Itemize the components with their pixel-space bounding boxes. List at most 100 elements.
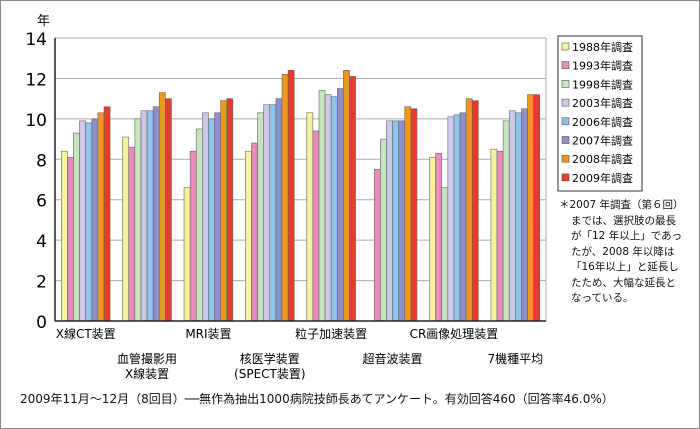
bar [91, 118, 99, 322]
legend-label: 2007年調査 [572, 134, 633, 148]
y-tick-label: 8 [36, 151, 47, 171]
y-tick-label: 12 [25, 70, 47, 90]
y-tick-label: 2 [36, 273, 47, 293]
bar [471, 100, 479, 322]
legend-label: 1988年調査 [572, 40, 633, 54]
bar [275, 98, 283, 322]
legend-swatch [561, 42, 570, 51]
bar [245, 150, 252, 322]
bar [508, 110, 516, 322]
category-label: 7機種平均 [487, 351, 543, 366]
bar [73, 132, 80, 322]
note-line: が「12 年以上」であっ [571, 230, 683, 242]
category-label: 血管撮影用 [117, 351, 177, 366]
y-tick-label: 6 [36, 192, 47, 212]
bar [490, 148, 498, 322]
legend-label: 1998年調査 [572, 77, 633, 91]
y-axis-unit: 年 [37, 14, 50, 29]
bar [183, 187, 191, 322]
bar [257, 112, 265, 322]
category-label: CR画像処理装置 [410, 327, 499, 341]
survey-caption: 2009年11月～12月（8回目）──無作為抽出1000病院技師長あてアンケート… [20, 392, 614, 406]
legend-label: 2003年調査 [572, 96, 633, 110]
bar [533, 94, 541, 322]
bar [441, 187, 449, 322]
bar [189, 150, 197, 322]
bar [263, 104, 271, 322]
category-label: MRI装置 [185, 327, 231, 341]
category-label: X線CT装置 [56, 326, 116, 341]
y-tick-label: 0 [36, 313, 47, 333]
bar [312, 130, 320, 322]
bar [220, 100, 228, 322]
legend-label: 2008年調査 [572, 152, 633, 166]
bar [453, 114, 461, 322]
category-label: X線装置 [125, 366, 169, 381]
legend-swatch [561, 154, 570, 163]
bar [306, 112, 314, 322]
note-line: ＊2007 年調査（第６回） [559, 199, 684, 211]
bar [140, 110, 148, 322]
legend-swatch [561, 80, 570, 88]
bar [281, 74, 289, 322]
bar [134, 118, 142, 322]
bar [515, 112, 522, 322]
note-line: たが、2008 年以降は [571, 245, 675, 258]
bar [386, 120, 393, 322]
bar [122, 136, 130, 322]
legend-label: 2006年調査 [572, 115, 633, 129]
bar [392, 120, 399, 322]
legend-swatch [561, 61, 570, 70]
y-tick-label: 14 [25, 30, 47, 50]
bar [158, 92, 166, 322]
bar [465, 98, 473, 322]
bar [251, 142, 258, 322]
bar [226, 98, 234, 322]
bar [349, 76, 356, 322]
bar [398, 120, 406, 322]
bar [373, 169, 381, 322]
bar [527, 94, 534, 322]
bar [128, 146, 136, 322]
bar [330, 96, 338, 322]
bar [165, 98, 172, 322]
category-label: 超音波装置 [363, 351, 423, 366]
legend-box [557, 35, 643, 192]
note-line: たため、大幅な延長と [571, 276, 676, 289]
bar [410, 108, 418, 322]
bar [324, 94, 332, 322]
category-label: 核医学装置 [240, 351, 300, 366]
bar [97, 112, 105, 322]
bar [79, 120, 86, 322]
legend-swatch [561, 117, 570, 126]
bar [429, 156, 436, 322]
bar [146, 110, 154, 322]
bar [521, 108, 528, 322]
footnote: ＊2007 年調査（第６回） までは、選択肢の最長 が「12 年以上」であっ た… [559, 198, 699, 307]
bar [269, 104, 277, 322]
category-label: 粒子加速装置 [295, 326, 367, 341]
bar [195, 128, 203, 322]
bar [152, 106, 160, 322]
bar [287, 70, 295, 322]
bar [67, 156, 74, 322]
bar [380, 138, 387, 322]
bar [343, 70, 350, 322]
bar [447, 116, 455, 322]
note-line: までは、選択肢の最長 [571, 214, 676, 227]
bar [214, 112, 221, 322]
y-tick-label: 4 [36, 232, 47, 252]
category-label: (SPECT装置) [234, 367, 306, 381]
bar [208, 118, 215, 322]
note-line: なっている。 [571, 292, 634, 304]
legend-swatch [561, 136, 570, 144]
note-line: 「16年以上」と延長し [571, 261, 679, 273]
legend-label: 1993年調査 [572, 59, 633, 73]
bar [435, 152, 443, 322]
legend-swatch [561, 98, 570, 107]
bar [60, 150, 68, 322]
bar [496, 150, 504, 322]
legend-swatch [561, 173, 570, 182]
bar [502, 120, 510, 322]
bar [336, 88, 344, 322]
